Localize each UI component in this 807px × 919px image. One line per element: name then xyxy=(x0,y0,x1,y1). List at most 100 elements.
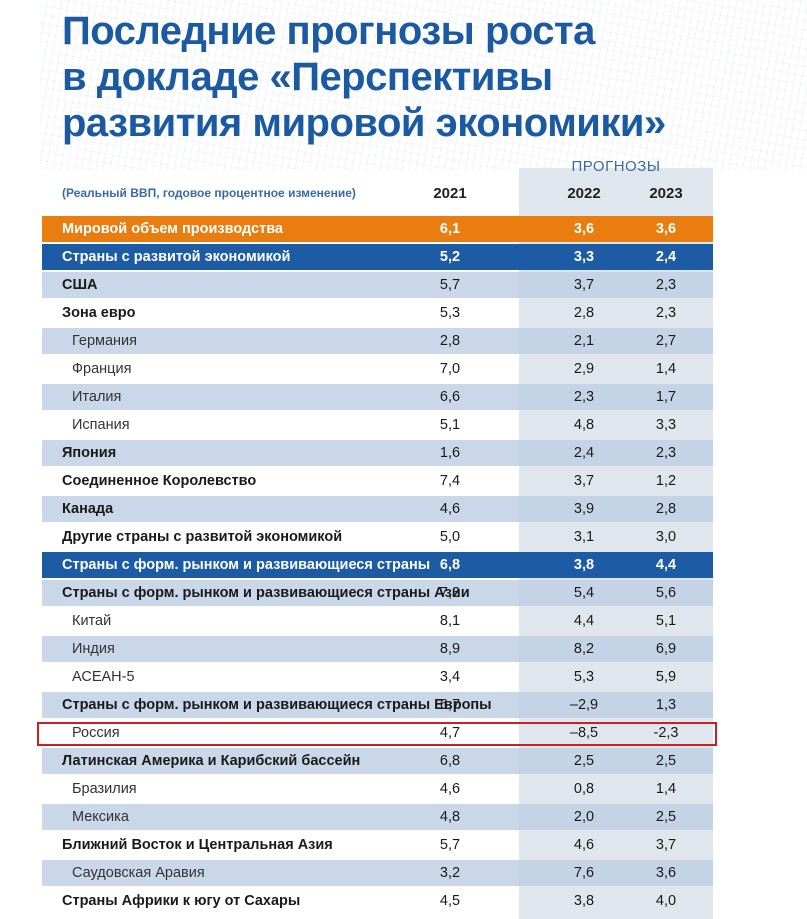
row-label: Саудовская Аравия xyxy=(72,865,205,881)
table-row: Страны Африки к югу от Сахары 4,5 3,8 4,0 xyxy=(42,888,713,914)
table-row: Германия 2,8 2,1 2,7 xyxy=(42,328,713,354)
value-cell-2021: 6,8 xyxy=(439,753,461,769)
table-row: Ближний Восток и Центральная Азия 5,7 4,6 3… xyxy=(42,832,713,858)
value-cell-2023: 3,0 xyxy=(655,529,677,545)
value-cell-2022: 2,5 xyxy=(573,753,595,769)
value-cell-2023: 6,9 xyxy=(655,641,677,657)
value-cell-2022: 2,1 xyxy=(573,333,595,349)
value-cell-2023: 2,3 xyxy=(655,277,677,293)
table-row: Франция 7,0 2,9 1,4 xyxy=(42,356,713,382)
value-cell-2022: 3,7 xyxy=(573,473,595,489)
table-row: Саудовская Аравия 3,2 7,6 3,6 xyxy=(42,860,713,886)
value-cell-2021: 3,2 xyxy=(439,865,461,881)
value-cell-2021: 5,7 xyxy=(439,837,461,853)
value-cell-2023: 3,6 xyxy=(655,865,677,881)
growth-table: Мировой объем производства 6,1 3,6 3,6 Стран… xyxy=(42,216,713,916)
table-row: Другие страны с развитой экономикой 5,0 3,… xyxy=(42,524,713,550)
row-label: США xyxy=(62,277,98,293)
row-label: Бразилия xyxy=(72,781,137,797)
row-label: Страны Африки к югу от Сахары xyxy=(62,893,301,909)
value-cell-2022: 4,4 xyxy=(573,613,595,629)
value-cell-2022: 3,9 xyxy=(573,501,595,517)
row-label: Италия xyxy=(72,389,122,405)
value-cell-2022: 4,8 xyxy=(573,417,595,433)
row-label: Мировой объем производства xyxy=(62,221,283,237)
value-cell-2021: 4,6 xyxy=(439,781,461,797)
value-cell-2021: 7,3 xyxy=(439,585,461,601)
table-row: Италия 6,6 2,3 1,7 xyxy=(42,384,713,410)
value-cell-2022: 5,3 xyxy=(573,669,595,685)
value-cell-2023: 2,7 xyxy=(655,333,677,349)
value-cell-2022: 3,3 xyxy=(573,249,595,265)
table-row: Бразилия 4,6 0,8 1,4 xyxy=(42,776,713,802)
value-cell-2023: 4,0 xyxy=(655,893,677,909)
value-cell-2021: 7,4 xyxy=(439,473,461,489)
title-line-3: развития мировой экономики» xyxy=(62,101,666,145)
value-cell-2021: 6,6 xyxy=(439,389,461,405)
value-cell-2023: 2,5 xyxy=(655,753,677,769)
value-cell-2021: 4,6 xyxy=(439,501,461,517)
value-cell-2021: 7,0 xyxy=(439,361,461,377)
value-cell-2023: 1,7 xyxy=(655,389,677,405)
forecast-label: ПРОГНОЗЫ xyxy=(571,158,661,175)
value-cell-2022: –8,5 xyxy=(569,725,599,741)
row-label: Мексика xyxy=(72,809,129,825)
value-cell-2021: 4,8 xyxy=(439,809,461,825)
row-label: АСЕАН-5 xyxy=(72,669,135,685)
value-cell-2022: 0,8 xyxy=(573,781,595,797)
value-cell-2022: 2,0 xyxy=(573,809,595,825)
table-subtitle: (Реальный ВВП, годовое процентное измене… xyxy=(62,186,356,200)
value-cell-2021: 5,3 xyxy=(439,305,461,321)
row-label: Индия xyxy=(72,641,115,657)
value-cell-2023: 5,1 xyxy=(655,613,677,629)
value-cell-2021: 5,1 xyxy=(439,417,461,433)
year-header-2022: 2022 xyxy=(567,185,601,202)
value-cell-2021: 2,8 xyxy=(439,333,461,349)
table-row: Мировой объем производства 6,1 3,6 3,6 xyxy=(42,216,713,242)
value-cell-2023: 1,4 xyxy=(655,361,677,377)
value-cell-2023: 5,6 xyxy=(655,585,677,601)
row-label: Россия xyxy=(72,725,120,741)
value-cell-2022: 3,1 xyxy=(573,529,595,545)
value-cell-2022: 4,6 xyxy=(573,837,595,853)
row-label: Германия xyxy=(72,333,138,349)
row-label: Китай xyxy=(72,613,112,629)
value-cell-2022: 3,8 xyxy=(573,893,595,909)
value-cell-2021: 4,7 xyxy=(439,725,461,741)
value-cell-2023: 2,8 xyxy=(655,501,677,517)
value-cell-2022: 2,9 xyxy=(573,361,595,377)
table-row: Канада 4,6 3,9 2,8 xyxy=(42,496,713,522)
page-title: Последние прогнозы роста в докладе «Перс… xyxy=(62,8,666,146)
row-label: Страны с форм. рынком и развивающиеся ст… xyxy=(62,585,470,601)
value-cell-2021: 4,5 xyxy=(439,893,461,909)
table-row: Россия 4,7 –8,5 -2,3 xyxy=(42,720,713,746)
value-cell-2023: 5,9 xyxy=(655,669,677,685)
value-cell-2023: 3,6 xyxy=(655,221,677,237)
value-cell-2022: 5,4 xyxy=(573,585,595,601)
row-label: Ближний Восток и Центральная Азия xyxy=(62,837,333,853)
value-cell-2022: 2,3 xyxy=(573,389,595,405)
row-label: Страны с развитой экономикой xyxy=(62,249,291,265)
value-cell-2022: 3,7 xyxy=(573,277,595,293)
row-label: Испания xyxy=(72,417,130,433)
value-cell-2023: 2,5 xyxy=(655,809,677,825)
table-row: Страны с форм. рынком и развивающиеся ст… xyxy=(42,692,713,718)
table-row: Страны с форм. рынком и развивающиеся ст… xyxy=(42,552,713,578)
value-cell-2023: 4,4 xyxy=(655,557,677,573)
table-row: Страны с форм. рынком и развивающиеся ст… xyxy=(42,580,713,606)
value-cell-2023: 1,2 xyxy=(655,473,677,489)
table-row: Индия 8,9 8,2 6,9 xyxy=(42,636,713,662)
value-cell-2021: 6,8 xyxy=(439,557,461,573)
value-cell-2022: 8,2 xyxy=(573,641,595,657)
table-row: Латинская Америка и Карибский бассейн 6,8… xyxy=(42,748,713,774)
table-row: Мексика 4,8 2,0 2,5 xyxy=(42,804,713,830)
value-cell-2023: 1,3 xyxy=(655,697,677,713)
row-label: Франция xyxy=(72,361,132,377)
value-cell-2022: 3,6 xyxy=(573,221,595,237)
background-mesh-decoration xyxy=(40,0,807,170)
value-cell-2023: 2,3 xyxy=(655,305,677,321)
row-label: Другие страны с развитой экономикой xyxy=(62,529,343,545)
value-cell-2021: 6,1 xyxy=(439,221,461,237)
table-row: Испания 5,1 4,8 3,3 xyxy=(42,412,713,438)
row-label: Страны с форм. рынком и развивающиеся ст… xyxy=(62,697,492,713)
